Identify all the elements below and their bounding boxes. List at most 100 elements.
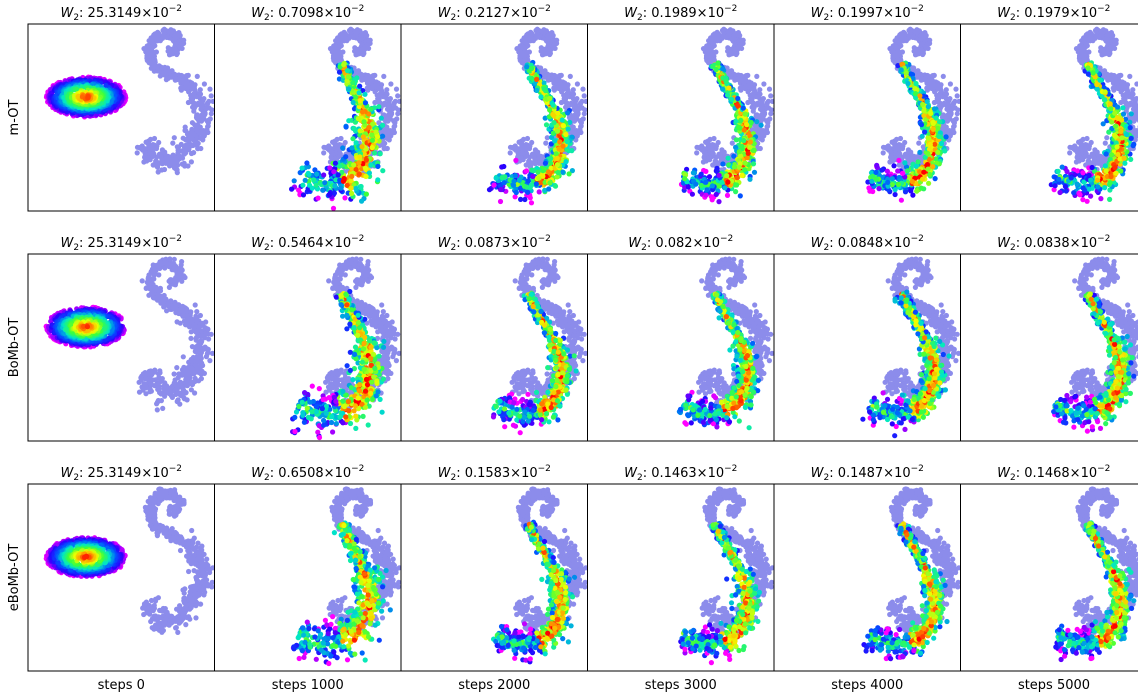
target-point: [521, 35, 527, 41]
transported-point: [547, 95, 553, 102]
target-point: [134, 150, 140, 156]
transported-point: [506, 181, 512, 187]
transported-point: [713, 66, 719, 73]
panel-m-ot-step-4000: [865, 26, 961, 203]
transported-point: [737, 125, 743, 131]
transported-point: [513, 157, 519, 163]
target-point: [732, 47, 738, 53]
target-point: [168, 155, 174, 161]
target-point: [727, 27, 733, 33]
target-point: [564, 100, 570, 106]
target-point: [580, 86, 586, 92]
transported-point: [738, 153, 744, 159]
transported-point: [741, 137, 747, 144]
target-point: [739, 78, 745, 84]
transported-point: [736, 164, 742, 170]
transported-point: [744, 155, 750, 161]
target-point: [750, 93, 757, 99]
transported-point: [525, 178, 531, 184]
target-point: [703, 139, 709, 145]
transported-point: [741, 127, 747, 133]
transported-point: [720, 86, 726, 92]
transported-point: [742, 167, 748, 173]
transported-point: [362, 91, 368, 97]
target-point: [150, 61, 157, 67]
exponent: −2: [724, 4, 737, 14]
panel-m-ot-step-1000: [289, 26, 401, 211]
target-point: [185, 72, 191, 78]
target-point: [336, 146, 342, 152]
target-point: [551, 85, 557, 91]
target-point: [733, 51, 739, 58]
target-point: [334, 136, 340, 142]
target-point: [521, 136, 527, 142]
target-point: [179, 41, 185, 47]
target-point: [367, 37, 373, 43]
target-point: [516, 139, 522, 145]
transported-point: [349, 173, 355, 179]
target-point: [327, 46, 334, 52]
target-point: [159, 161, 165, 167]
transported-point: [541, 86, 547, 92]
transported-point: [716, 199, 722, 205]
target-point: [761, 81, 767, 87]
target-point: [558, 72, 564, 78]
target-point: [715, 139, 721, 146]
transported-point: [512, 172, 519, 179]
target-point: [522, 53, 528, 59]
transported-point: [493, 175, 499, 181]
transported-point: [360, 161, 366, 167]
target-point: [347, 32, 353, 38]
transported-point: [350, 99, 356, 106]
w2-value: : 0.7098×10: [270, 6, 351, 21]
target-point: [148, 136, 154, 142]
target-point: [734, 30, 740, 36]
target-point: [149, 53, 155, 59]
target-point: [738, 41, 744, 47]
target-point: [364, 85, 370, 91]
transported-point: [553, 151, 559, 157]
target-point: [161, 26, 167, 32]
target-point: [189, 85, 196, 91]
target-point: [545, 41, 552, 47]
transported-point: [371, 150, 378, 156]
w2-value: : 0.2127×10: [456, 6, 537, 21]
target-point: [700, 46, 707, 52]
target-point: [514, 46, 520, 52]
transported-point: [321, 172, 327, 178]
transported-point: [300, 182, 306, 188]
target-point: [191, 108, 197, 114]
target-point: [574, 81, 580, 87]
target-point: [205, 100, 211, 106]
target-point: [361, 76, 367, 83]
target-point: [141, 159, 147, 165]
transported-point: [366, 170, 372, 176]
transported-point: [345, 68, 351, 74]
target-point: [199, 117, 205, 123]
transported-point: [713, 191, 719, 197]
target-point: [174, 159, 180, 165]
panel-title: W2: 0.7098×10−2: [251, 4, 364, 23]
transported-point: [375, 134, 381, 140]
target-point: [534, 32, 540, 38]
target-point: [166, 69, 172, 75]
transported-point: [501, 180, 507, 186]
target-point: [754, 112, 760, 118]
transported-point: [733, 118, 739, 124]
target-point: [139, 145, 145, 151]
transported-point: [313, 182, 319, 188]
target-point: [197, 91, 204, 97]
transported-point: [518, 196, 524, 202]
target-point: [709, 153, 715, 159]
transported-point: [351, 162, 357, 168]
transported-point: [554, 162, 560, 168]
target-point: [361, 30, 367, 36]
target-point: [764, 100, 770, 106]
target-point: [339, 31, 345, 37]
transported-point: [548, 165, 554, 171]
target-point: [336, 142, 343, 148]
transported-point: [331, 190, 337, 196]
metric-subscript: 2: [637, 13, 643, 23]
transported-point: [531, 168, 537, 174]
target-point: [163, 155, 169, 161]
